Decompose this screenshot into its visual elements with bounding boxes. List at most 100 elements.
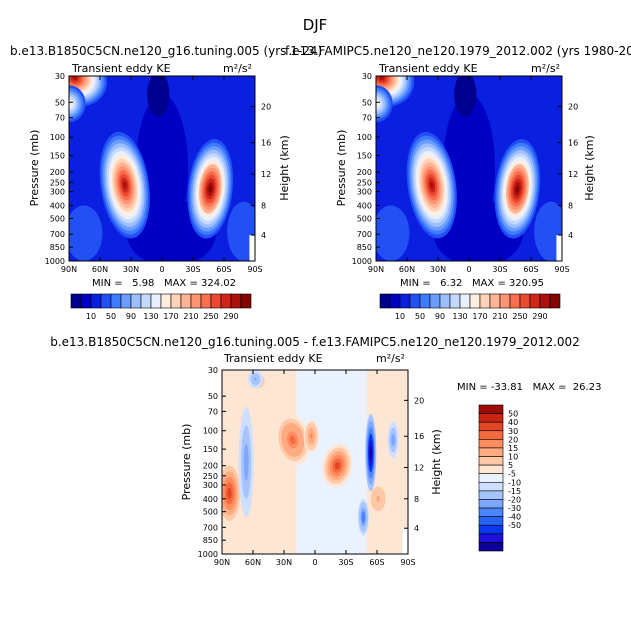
colorbar-swatch xyxy=(120,293,132,309)
colorbar-swatch xyxy=(519,293,531,309)
x-tick-label: 0 xyxy=(312,558,317,567)
colorbar-swatch xyxy=(439,293,451,309)
colorbar-swatch xyxy=(509,293,521,309)
colorbar-swatch xyxy=(529,293,541,309)
y-tick-label: 250 xyxy=(357,178,372,187)
x-tick-label: 30N xyxy=(123,265,139,274)
colorbar-swatch xyxy=(478,464,504,475)
colorbar-swatch xyxy=(399,293,411,309)
colorbar-label: 50 xyxy=(415,312,425,321)
y-tick-label: 700 xyxy=(357,230,372,239)
contour-band xyxy=(289,435,296,445)
colorbar-swatch xyxy=(389,293,401,309)
colorbar-label: 130 xyxy=(452,312,467,321)
y-tick-label: 500 xyxy=(50,214,65,223)
contour-band xyxy=(430,181,434,189)
y-tick-label: 700 xyxy=(203,523,218,532)
y-right-tick-label: 20 xyxy=(261,103,271,112)
colorbar-label: 90 xyxy=(126,312,136,321)
x-tick-label: 30S xyxy=(492,265,507,274)
colorbar-swatch xyxy=(479,293,491,309)
y-axis-label: Pressure (mb) xyxy=(28,130,41,207)
x-tick-label: 60N xyxy=(399,265,415,274)
units-label: m²/s² xyxy=(376,352,405,365)
contour-band xyxy=(69,205,103,261)
x-tick-label: 60N xyxy=(92,265,108,274)
colorbar-label: 10 xyxy=(508,453,518,462)
y-tick-label: 300 xyxy=(203,481,218,490)
y-tick-label: 850 xyxy=(203,536,218,545)
min-max-stats: MIN = 5.98 MAX = 324.02 xyxy=(92,278,236,289)
contour-band xyxy=(227,487,232,499)
colorbar-swatch xyxy=(478,421,504,432)
contour-field xyxy=(69,76,255,261)
colorbar-swatch xyxy=(180,293,192,309)
x-tick-label: 30S xyxy=(185,265,200,274)
y-right-tick-label: 16 xyxy=(414,432,424,441)
y-tick-label: 500 xyxy=(357,214,372,223)
colorbar-swatch xyxy=(478,439,504,449)
units-label: m²/s² xyxy=(223,62,252,75)
y-tick-label: 1000 xyxy=(352,257,372,266)
x-tick-label: 30N xyxy=(276,558,292,567)
y-right-tick-label: 12 xyxy=(414,464,424,473)
colorbar-swatch xyxy=(210,293,222,309)
colorbar-swatch xyxy=(459,293,471,309)
y-tick-label: 30 xyxy=(362,72,372,81)
contour-band xyxy=(72,76,77,80)
colorbar-label: 130 xyxy=(143,312,158,321)
y-tick-label: 50 xyxy=(208,392,218,401)
colorbar-swatch xyxy=(220,293,232,309)
colorbar-label: -5 xyxy=(508,470,516,479)
x-tick-label: 90S xyxy=(554,265,569,274)
colorbar-swatch xyxy=(230,293,242,309)
colorbar-swatch xyxy=(110,293,122,309)
y-tick-label: 1000 xyxy=(198,550,218,559)
y-tick-label: 150 xyxy=(357,152,372,161)
y-tick-label: 30 xyxy=(55,72,65,81)
colorbar-label: 290 xyxy=(223,312,238,321)
colorbar-label: 170 xyxy=(163,312,178,321)
colorbar-swatch xyxy=(140,293,152,309)
y-right-tick-label: 12 xyxy=(568,170,578,179)
colorbar-swatch xyxy=(478,473,504,483)
colorbar-label: -10 xyxy=(508,478,521,487)
x-tick-label: 60S xyxy=(216,265,231,274)
x-tick-label: 90S xyxy=(247,265,262,274)
y-tick-label: 50 xyxy=(362,98,372,107)
y-right-tick-label: 16 xyxy=(261,139,271,148)
colorbar-label: 210 xyxy=(183,312,198,321)
y-tick-label: 70 xyxy=(55,114,65,123)
missing-data xyxy=(556,235,562,261)
units-label: m²/s² xyxy=(531,62,560,75)
colorbar-label: 5 xyxy=(508,461,513,470)
colorbar-swatch xyxy=(379,293,391,309)
y-tick-label: 400 xyxy=(203,495,218,504)
x-tick-label: 30S xyxy=(338,558,353,567)
y-tick-label: 250 xyxy=(203,472,218,481)
panel-reference: f.e13.FAMIPC5.ne120_ne120.1979_2012.002 … xyxy=(285,44,631,321)
colorbar-label: 290 xyxy=(532,312,547,321)
contour-band xyxy=(123,181,127,189)
x-tick-label: 0 xyxy=(159,265,164,274)
y-tick-label: 200 xyxy=(357,168,372,177)
y-tick-label: 850 xyxy=(357,243,372,252)
x-tick-label: 0 xyxy=(466,265,471,274)
contour-field xyxy=(376,76,562,261)
colorbar-label: 10 xyxy=(395,312,405,321)
contour-band xyxy=(147,76,170,117)
plot-area xyxy=(376,76,562,261)
min-max-stats: MIN = -33.81 MAX = 26.23 xyxy=(457,382,601,393)
colorbar-swatch xyxy=(469,293,481,309)
colorbar-label: 250 xyxy=(203,312,218,321)
panel-difference: b.e13.B1850C5CN.ne120_g16.tuning.005 - f… xyxy=(50,335,601,567)
x-tick-label: 30N xyxy=(430,265,446,274)
y-right-tick-label: 8 xyxy=(414,495,419,504)
y-tick-label: 100 xyxy=(203,427,218,436)
contour-band xyxy=(208,185,212,193)
contour-band xyxy=(454,76,477,117)
y-tick-label: 70 xyxy=(362,114,372,123)
y-right-tick-label: 16 xyxy=(568,139,578,148)
y-right-tick-label: 4 xyxy=(261,231,266,240)
